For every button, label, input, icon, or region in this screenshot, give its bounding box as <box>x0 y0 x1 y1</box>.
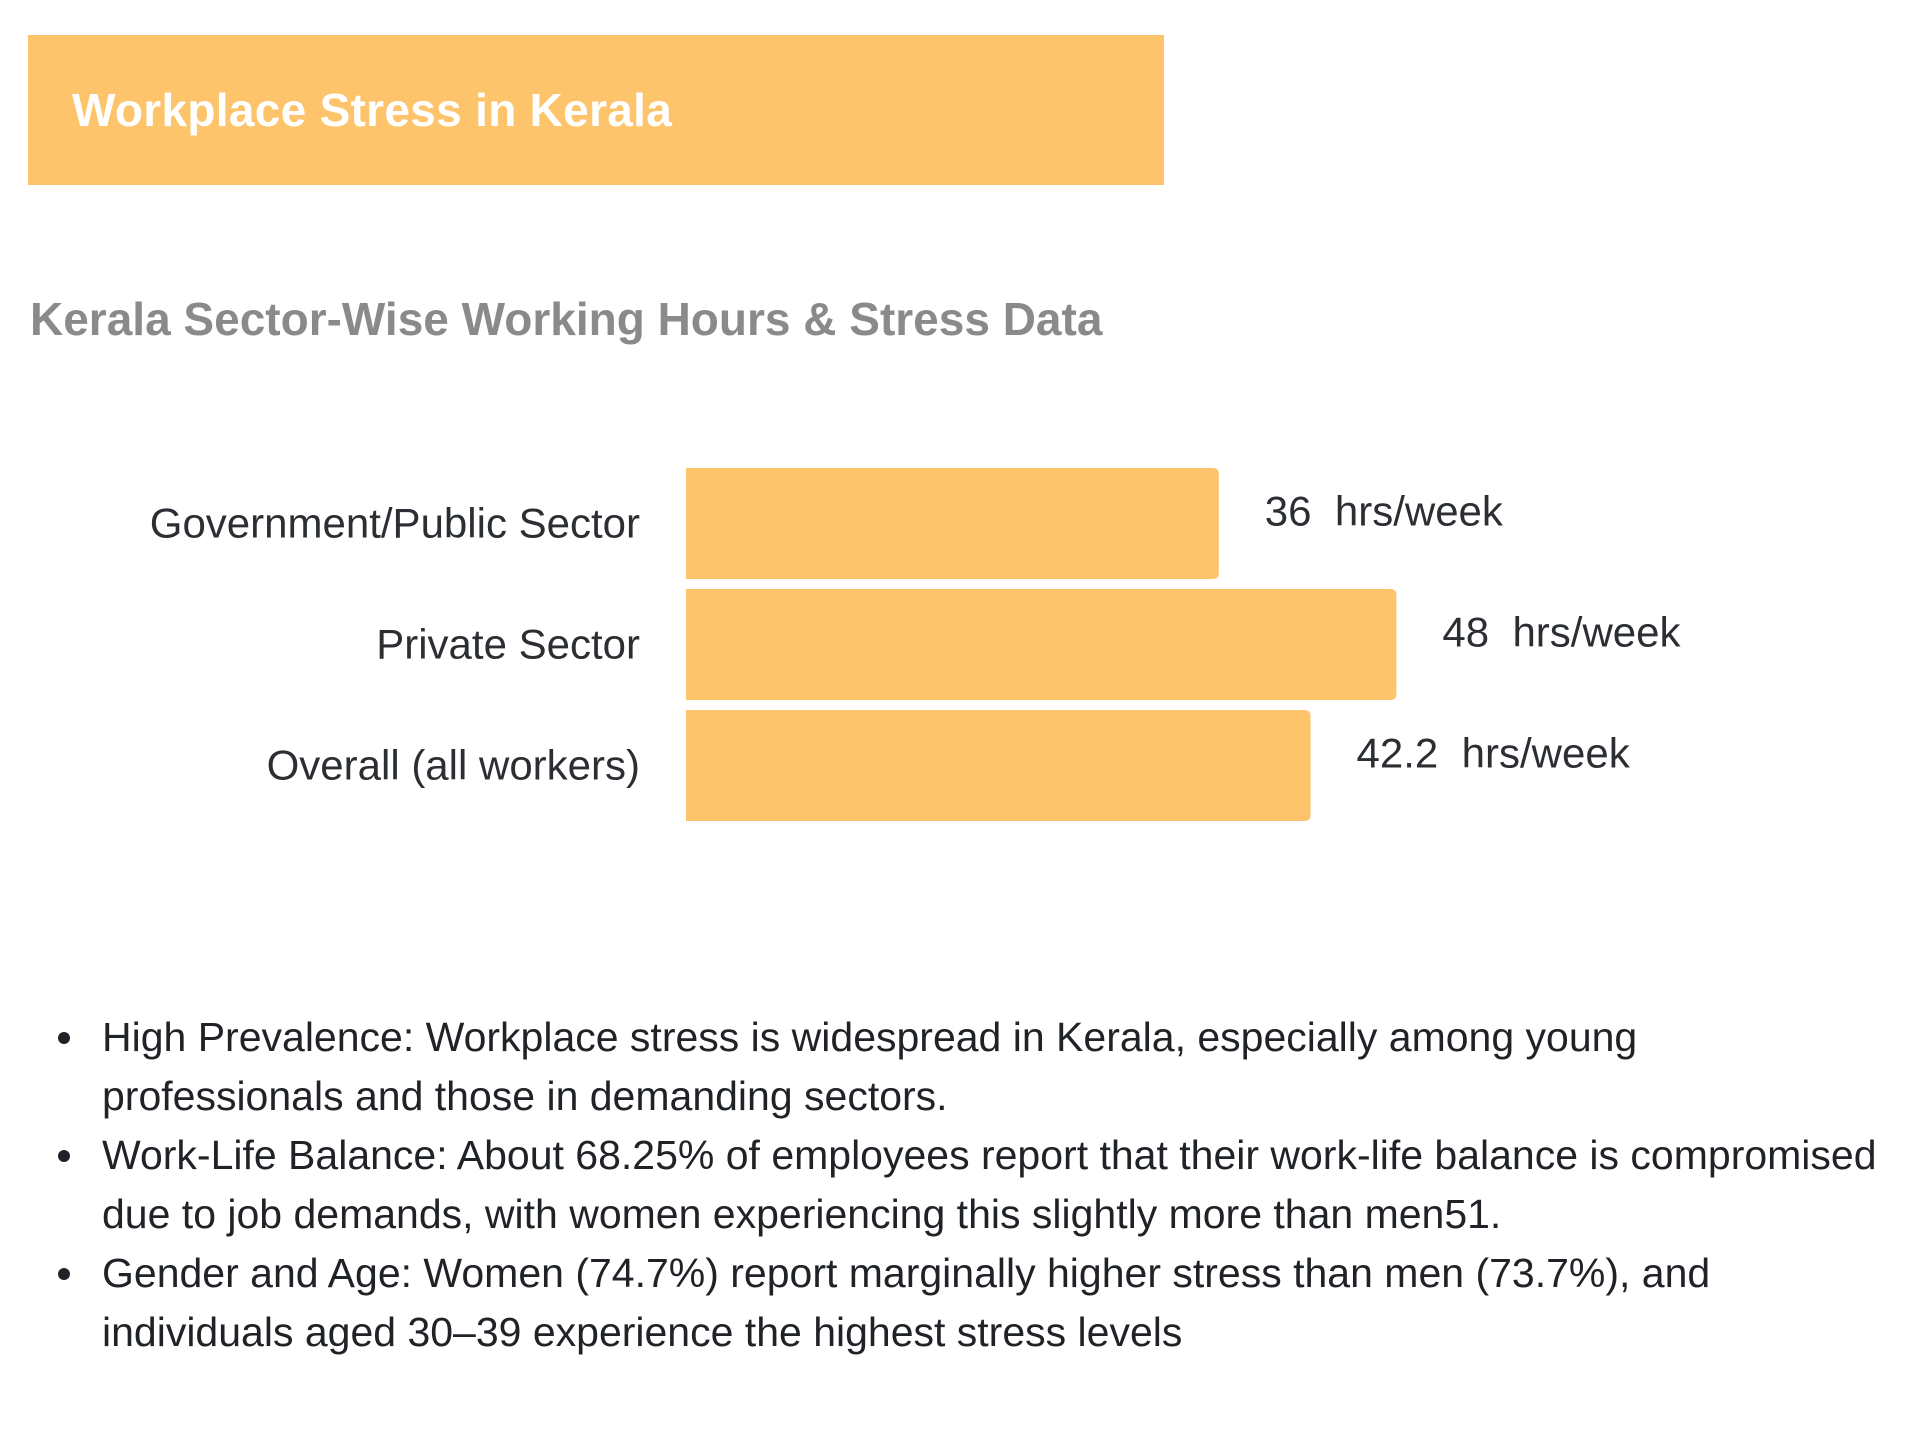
list-item-text: Work-Life Balance: About 68.25% of emplo… <box>102 1132 1877 1237</box>
key-findings-list: High Prevalence: Workplace stress is wid… <box>58 1008 1878 1362</box>
list-item: Work-Life Balance: About 68.25% of emplo… <box>58 1126 1878 1244</box>
list-item: High Prevalence: Workplace stress is wid… <box>58 1008 1878 1126</box>
value-label: 42.2 hrs/week <box>1357 730 1631 777</box>
page-title: Workplace Stress in Kerala <box>72 84 673 136</box>
value-label: 36 hrs/week <box>1265 488 1504 535</box>
list-item: Gender and Age: Women (74.7%) report mar… <box>58 1244 1878 1362</box>
bar <box>686 589 1397 700</box>
bar-chart-svg: Government/Public Sector 36 hrs/week Priva… <box>150 468 1682 821</box>
list-item-text: Gender and Age: Women (74.7%) report mar… <box>102 1250 1711 1355</box>
list-item-text: High Prevalence: Workplace stress is wid… <box>102 1014 1638 1119</box>
category-label: Private Sector <box>376 621 640 668</box>
bar-chart: Government/Public Sector 36 hrs/week Priva… <box>0 440 1920 840</box>
value-label: 48 hrs/week <box>1442 609 1681 656</box>
chart-subtitle: Kerala Sector-Wise Working Hours & Stres… <box>30 293 1103 345</box>
category-label: Overall (all workers) <box>267 742 640 789</box>
category-label: Government/Public Sector <box>150 500 640 547</box>
bar <box>686 710 1311 821</box>
bullet-dot-icon <box>58 1268 70 1280</box>
bullet-dot-icon <box>58 1032 70 1044</box>
bullet-dot-icon <box>58 1150 70 1162</box>
title-banner: Workplace Stress in Kerala <box>28 35 1164 185</box>
bar <box>686 468 1219 579</box>
